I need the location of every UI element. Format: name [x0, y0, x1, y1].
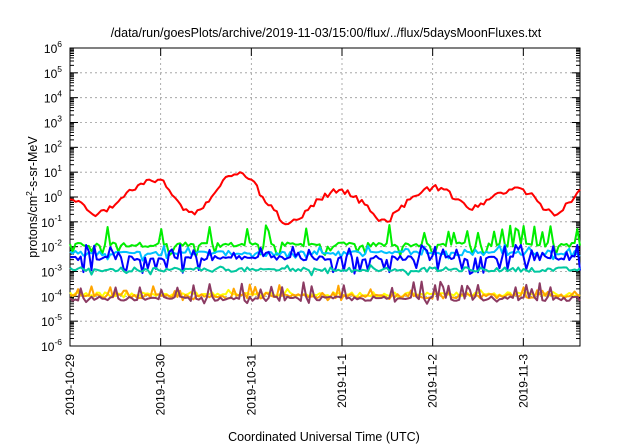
y-tick-exponent: -4: [54, 287, 62, 297]
grid-lines: [70, 48, 580, 346]
y-tick-exponent: 1: [57, 163, 62, 173]
x-tick-label: 2019-11-2: [426, 354, 440, 408]
y-tick-exponent: 2: [57, 138, 62, 148]
y-axis-label-rest: -s-sr-MeV: [26, 136, 40, 192]
y-tick-exponent: 0: [57, 188, 62, 198]
series-line-1: [69, 224, 581, 257]
axis-ticks: [69, 47, 580, 347]
y-tick-base: 10: [44, 141, 58, 155]
chart-title: /data/run/goesPlots/archive/2019-11-03/1…: [111, 26, 542, 40]
y-tick-exponent: -5: [54, 312, 62, 322]
x-axis-label: Coordinated Universal Time (UTC): [228, 430, 420, 444]
x-tick-label: 2019-10-31: [244, 354, 258, 416]
series-line-4: [69, 264, 581, 277]
y-tick-label: 106: [44, 39, 62, 56]
y-tick-label: 103: [44, 114, 62, 131]
y-tick-label: 10-3: [41, 263, 62, 280]
series-line-0: [69, 171, 581, 226]
y-tick-label: 10-2: [41, 238, 62, 255]
y-tick-label: 100: [44, 188, 62, 205]
y-tick-labels: 10-610-510-410-310-210-11001011021031041…: [41, 39, 62, 354]
y-tick-base: 10: [44, 191, 58, 205]
y-tick-base: 10: [44, 42, 58, 56]
series-line-3: [70, 244, 581, 275]
y-tick-label: 102: [44, 138, 62, 155]
series-lines: [69, 171, 581, 305]
y-tick-base: 10: [44, 67, 58, 81]
y-tick-base: 10: [41, 266, 55, 280]
y-tick-base: 10: [44, 166, 58, 180]
y-tick-base: 10: [44, 92, 58, 106]
y-tick-base: 10: [41, 315, 55, 329]
x-tick-label: 2019-10-30: [154, 354, 168, 416]
x-tick-labels: 2019-10-29 2019-10-30 2019-10-31 2019-11-1 2…: [63, 354, 530, 416]
y-tick-base: 10: [41, 241, 55, 255]
y-tick-base: 10: [41, 290, 55, 304]
y-tick-exponent: 3: [57, 114, 62, 124]
x-tick-label: 2019-11-3: [516, 354, 530, 408]
y-axis-label-main: protons/cm: [26, 196, 40, 258]
x-tick-label: 2019-11-1: [335, 354, 349, 408]
y-tick-exponent: -6: [54, 337, 62, 347]
y-tick-label: 10-5: [41, 312, 62, 329]
y-tick-label: 10-6: [41, 337, 62, 354]
y-tick-base: 10: [41, 340, 55, 354]
y-tick-exponent: -3: [54, 263, 62, 273]
series-line-2: [69, 243, 581, 262]
y-tick-exponent: 5: [57, 64, 62, 74]
y-tick-label: 10-4: [41, 287, 62, 304]
y-tick-label: 10-1: [41, 213, 62, 230]
y-tick-label: 105: [44, 64, 62, 81]
series-line-7: [69, 280, 581, 305]
y-tick-exponent: 4: [57, 89, 62, 99]
y-tick-base: 10: [41, 216, 55, 230]
y-tick-label: 101: [44, 163, 62, 180]
x-tick-label: 2019-10-29: [63, 354, 77, 416]
y-axis-label: protons/cm2-s-sr-MeV: [24, 136, 40, 258]
y-tick-label: 104: [44, 89, 62, 106]
series-line-6: [69, 283, 581, 302]
y-tick-exponent: -2: [54, 238, 62, 248]
y-axis-label-sup: 2: [24, 191, 34, 196]
y-tick-exponent: 6: [57, 39, 62, 49]
y-tick-exponent: -1: [54, 213, 62, 223]
y-tick-base: 10: [44, 117, 58, 131]
